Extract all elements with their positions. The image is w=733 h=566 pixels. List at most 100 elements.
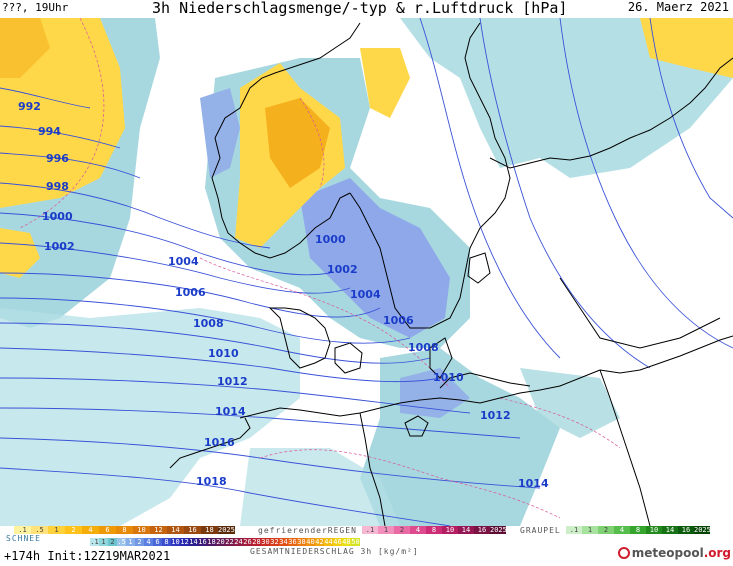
- coast-jutland: [268, 307, 331, 369]
- dashed-contour-d: [299, 97, 325, 189]
- border-baltic-states: [559, 277, 721, 349]
- legend-cell: 2: [598, 526, 614, 534]
- dashed-contour-b: [199, 257, 451, 389]
- legend-cell: 46: [333, 538, 342, 546]
- isobar-1002: [0, 242, 351, 294]
- legend-cell: 50: [351, 538, 360, 546]
- legend-cell: 30: [261, 538, 270, 546]
- legend-cell: 14: [189, 538, 198, 546]
- isobar-label: 1016: [204, 436, 235, 449]
- legend-cell: .1: [90, 538, 99, 546]
- snow-area-poland: [520, 368, 620, 438]
- coast-norway-south: [211, 137, 351, 259]
- isobar-label: 992: [18, 100, 41, 113]
- legend-cell: 1: [99, 538, 108, 546]
- legend-cell: 2025+: [490, 526, 506, 534]
- snow-core-sweden: [300, 178, 450, 338]
- isobar-east-b: [479, 18, 651, 369]
- legend-cell: 2: [108, 538, 117, 546]
- meteopool-logo[interactable]: meteopool.org: [617, 546, 731, 560]
- legend-cell: 26: [243, 538, 252, 546]
- legend-cell: 24: [234, 538, 243, 546]
- isobar-998: [0, 182, 271, 249]
- legend-cell: 36: [288, 538, 297, 546]
- isobar-label: 1002: [44, 240, 75, 253]
- legend-cell: 40: [306, 538, 315, 546]
- legend-cell: 16: [678, 526, 694, 534]
- snow-area-northeast: [400, 18, 733, 178]
- isobar-1012: [0, 377, 471, 414]
- isobar-1014: [0, 407, 521, 439]
- legend-cell: 8: [630, 526, 646, 534]
- legend-cell: 2: [65, 526, 82, 534]
- isobar-east-c: [559, 18, 733, 349]
- legend-cell: 4: [410, 526, 426, 534]
- legend-cell: 4: [614, 526, 630, 534]
- legend-cell: 1: [378, 526, 394, 534]
- coast-zealand: [334, 342, 363, 374]
- border-kaliningrad: [439, 372, 531, 389]
- legend-cell: 8: [162, 538, 171, 546]
- rain-area-sweden-north: [360, 48, 410, 118]
- legend-cell: 42: [315, 538, 324, 546]
- map-header: ???, 19Uhr 3h Niederschlagsmenge/-typ & …: [0, 0, 733, 18]
- legend-cell: .1: [14, 526, 31, 534]
- legend-total-label: GESAMTNIEDERSCHLAG 3h [kg/m²]: [250, 547, 419, 556]
- legend-cell: 34: [279, 538, 288, 546]
- isobar-label: 994: [38, 125, 61, 138]
- legend-cell: 1: [582, 526, 598, 534]
- isobar-1008: [0, 322, 431, 364]
- legend-cell: 10: [171, 538, 180, 546]
- isobar-label: 1018: [196, 475, 227, 488]
- coast-gotland: [467, 252, 491, 284]
- meteopool-logo-icon: [617, 547, 630, 559]
- coast-baltic-east: [599, 335, 733, 374]
- logo-text: meteopool: [631, 546, 704, 560]
- legend-cell: 16: [184, 526, 201, 534]
- coast-oland: [429, 337, 453, 379]
- legend-cell: 44: [324, 538, 333, 546]
- legend-cell: 38: [297, 538, 306, 546]
- legend-cell: .5: [117, 538, 126, 546]
- legend-cell: .1: [566, 526, 582, 534]
- rain-area-norway-core: [265, 98, 330, 188]
- isobar-east-a: [419, 18, 561, 359]
- map-title: 3h Niederschlagsmenge/-typ & r.Luftdruck…: [152, 0, 568, 17]
- isobar-1018: [0, 467, 451, 526]
- snow-area-germany: [240, 448, 400, 526]
- isobar-992: [0, 87, 91, 109]
- isobar-label: 1000: [315, 233, 346, 246]
- map-canvas: 992 994 996 998 1000 1002 1004 1006 1008…: [0, 18, 733, 526]
- isobar-996: [0, 152, 141, 179]
- dashed-contour-c: [259, 449, 561, 519]
- legend-cell: 18: [207, 538, 216, 546]
- legend-cell: 48: [342, 538, 351, 546]
- coast-finland: [489, 57, 733, 169]
- coast-netherlands: [169, 417, 251, 469]
- legend-cell: 14: [167, 526, 184, 534]
- legend-graupel-label: GRAUPEL: [520, 526, 561, 535]
- border-poland-east: [599, 369, 651, 526]
- border-germany-poland: [359, 412, 386, 526]
- isobar-label: 1012: [217, 375, 248, 388]
- legend-cell: 18: [201, 526, 218, 534]
- isobar-label: 1006: [175, 286, 206, 299]
- isobar-label: 1008: [408, 341, 439, 354]
- isobar-1010: [0, 347, 441, 383]
- valid-date-label: 26. Maerz 2021: [627, 0, 729, 14]
- legend-cell: 2: [394, 526, 410, 534]
- legend-snow-label: SCHNEE: [6, 534, 41, 543]
- legend-cell: 10: [646, 526, 662, 534]
- isobar-label: 1004: [350, 288, 381, 301]
- isobar-label: 1004: [168, 255, 199, 268]
- isobar-label: 1002: [327, 263, 358, 276]
- rain-areas: [0, 18, 733, 278]
- isobar-1000: [0, 212, 331, 276]
- legend-snow-scale: .1 1 2.5 1 2 4 6 8 10 12 14 16 18 20 22 24 26 28 30 32 34 36 3…: [90, 538, 360, 546]
- isobar-1004: [0, 272, 381, 318]
- legend-cell: 22: [225, 538, 234, 546]
